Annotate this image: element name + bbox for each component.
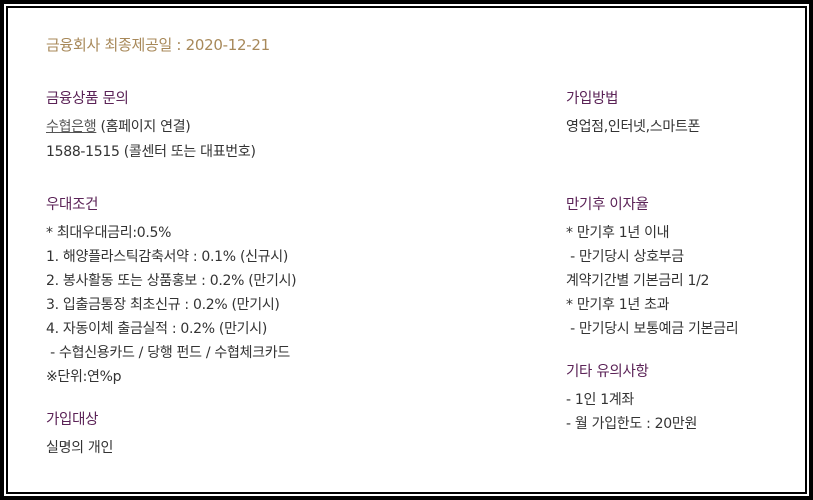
inquiry-bank: 수협은행 (홈페이지 연결)	[46, 116, 191, 136]
preferential-heading: 우대조건	[46, 197, 99, 213]
eligibility-text: 실명의 개인	[46, 440, 114, 456]
post-maturity-heading: 만기후 이자율	[566, 197, 649, 213]
preferential-line: 2. 봉사활동 또는 상품홍보 : 0.2% (만기시)	[46, 273, 297, 289]
preferential-line: 1. 해양플라스틱감축서약 : 0.1% (신규시)	[46, 249, 289, 265]
preferential-line: ※단위:연%p	[46, 369, 122, 385]
preferential-line: 4. 자동이체 출금실적 : 0.2% (만기시)	[46, 321, 267, 337]
post-maturity-line: 계약기간별 기본금리 1/2	[566, 273, 710, 289]
post-maturity-line: * 만기후 1년 이내	[566, 225, 670, 241]
join-method-text: 영업점,인터넷,스마트폰	[566, 119, 701, 135]
notes-line: - 1인 1계좌	[566, 392, 635, 408]
preferential-line: 3. 입출금통장 최초신규 : 0.2% (만기시)	[46, 297, 280, 313]
inner-frame	[6, 6, 807, 494]
post-maturity-line: - 만기당시 상호부금	[566, 249, 684, 265]
bank-homepage-link[interactable]: 수협은행	[46, 119, 97, 135]
preferential-line: - 수협신용카드 / 당행 펀드 / 수협체크카드	[46, 345, 290, 361]
notes-heading: 기타 유의사항	[566, 364, 649, 380]
inquiry-phone: 1588-1515 (콜센터 또는 대표번호)	[46, 144, 256, 160]
preferential-line: * 최대우대금리:0.5%	[46, 225, 172, 241]
notes-line: - 월 가입한도 : 20만원	[566, 416, 698, 432]
post-maturity-line: * 만기후 1년 초과	[566, 297, 670, 313]
bank-link-note: (홈페이지 연결)	[96, 119, 191, 135]
inquiry-heading: 금융상품 문의	[46, 91, 129, 107]
post-maturity-line: - 만기당시 보통예금 기본금리	[566, 321, 739, 337]
eligibility-heading: 가입대상	[46, 412, 99, 428]
disclosure-date: 금융회사 최종제공일 : 2020-12-21	[46, 36, 270, 54]
join-method-heading: 가입방법	[566, 91, 619, 107]
